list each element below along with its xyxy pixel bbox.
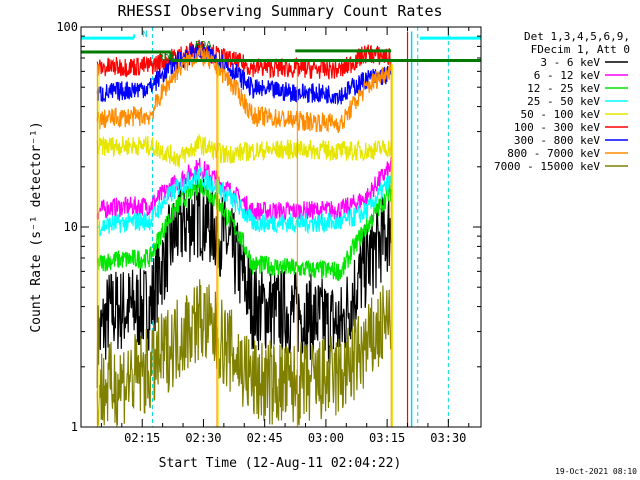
x-axis: 02:15 02:30 02:45 03:00 03:15 03:30 <box>100 27 470 445</box>
series-line <box>97 177 392 282</box>
legend-header: Det 1,3,4,5,6,9, <box>524 30 630 43</box>
x-tick-label: 02:15 <box>124 431 160 445</box>
series-line <box>96 279 392 427</box>
legend-entry-label: 100 - 300 keV <box>514 121 600 134</box>
x-tick-label: 02:30 <box>185 431 221 445</box>
series-line <box>96 44 392 134</box>
x-axis-label: Start Time (12-Aug-11 02:04:22) <box>159 456 402 471</box>
chart-title: RHESSI Observing Summary Count Rates <box>117 2 442 20</box>
y-axis: 1 10 100 <box>56 20 481 434</box>
y-tick-label: 1 <box>71 420 78 434</box>
legend: Det 1,3,4,5,6,9,FDecim 1, Att 03 - 6 keV… <box>494 30 630 173</box>
series-line <box>96 41 392 106</box>
y-axis-label: Count Rate (s⁻¹ detector⁻¹) <box>29 121 44 332</box>
y-tick-label: 100 <box>56 20 78 34</box>
y-tick-label: 10 <box>64 220 78 234</box>
annotation-label: N <box>142 30 147 40</box>
plot-area <box>81 27 481 427</box>
legend-entry-label: 12 - 25 keV <box>527 82 600 95</box>
series-line <box>96 39 392 80</box>
annotation-label: RDA <box>159 53 176 63</box>
x-tick-label: 03:15 <box>369 431 405 445</box>
x-tick-label: 02:45 <box>247 431 283 445</box>
series-line <box>96 133 392 169</box>
annotation-label: RDA <box>195 40 212 50</box>
legend-entry-label: 800 - 7000 keV <box>507 147 600 160</box>
timestamp: 19-Oct-2021 08:10 <box>555 467 637 476</box>
legend-entry-label: 6 - 12 keV <box>534 69 601 82</box>
series-line <box>96 156 392 222</box>
legend-entry-label: 25 - 50 keV <box>527 95 600 108</box>
legend-entry-label: 3 - 6 keV <box>540 56 600 69</box>
legend-entry-label: 7000 - 15000 keV <box>494 160 600 173</box>
legend-entry-label: 50 - 100 keV <box>521 108 601 121</box>
annotations: N RDA RDA <box>142 30 212 63</box>
x-tick-label: 03:30 <box>430 431 466 445</box>
x-tick-label: 03:00 <box>308 431 344 445</box>
series-line <box>96 167 392 237</box>
legend-header: FDecim 1, Att 0 <box>531 43 630 56</box>
legend-entry-label: 300 - 800 keV <box>514 134 600 147</box>
